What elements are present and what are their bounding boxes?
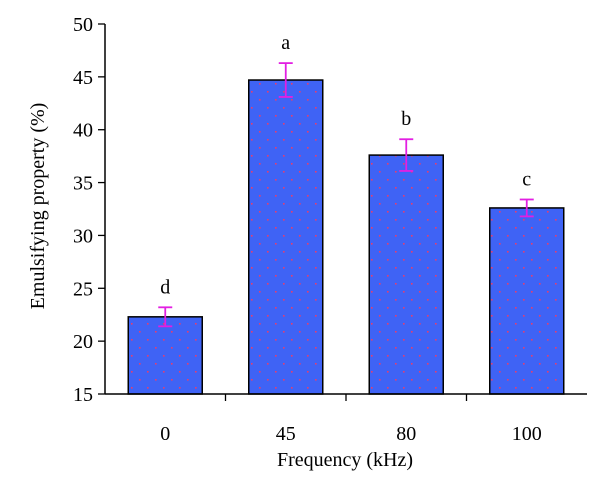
error-bar — [158, 306, 173, 328]
x-tick-label: 0 — [160, 423, 170, 445]
significance-label: a — [281, 32, 290, 54]
y-tick-label: 45 — [73, 67, 93, 89]
x-axis-title: Frequency (kHz) — [277, 449, 413, 471]
significance-labels: d a b c — [160, 32, 531, 298]
y-axis-ticks: 15 20 25 30 35 40 45 50 — [73, 14, 105, 406]
bar — [368, 154, 444, 395]
error-bar — [399, 138, 414, 172]
x-tick-label: 100 — [512, 423, 542, 445]
error-bars — [158, 62, 534, 328]
bar — [489, 207, 565, 395]
y-tick-label: 25 — [73, 278, 93, 300]
y-tick-label: 30 — [73, 225, 93, 247]
significance-label: c — [522, 168, 531, 190]
error-bar — [278, 62, 293, 98]
bar — [127, 316, 203, 395]
bars — [127, 79, 565, 395]
x-tick-label: 45 — [276, 423, 296, 445]
x-tick-label: 80 — [396, 423, 416, 445]
bar — [248, 79, 324, 395]
y-tick-label: 50 — [73, 14, 93, 36]
y-tick-label: 15 — [73, 384, 93, 406]
axes — [104, 24, 587, 395]
y-tick-label: 40 — [73, 120, 93, 142]
y-tick-label: 20 — [73, 331, 93, 353]
y-tick-label: 35 — [73, 173, 93, 195]
error-bar — [519, 198, 534, 218]
significance-label: b — [401, 108, 411, 130]
significance-label: d — [160, 276, 170, 298]
y-axis-title: Emulsifying property (%) — [27, 103, 49, 310]
x-axis-ticks: 0 45 80 100 — [160, 394, 542, 445]
